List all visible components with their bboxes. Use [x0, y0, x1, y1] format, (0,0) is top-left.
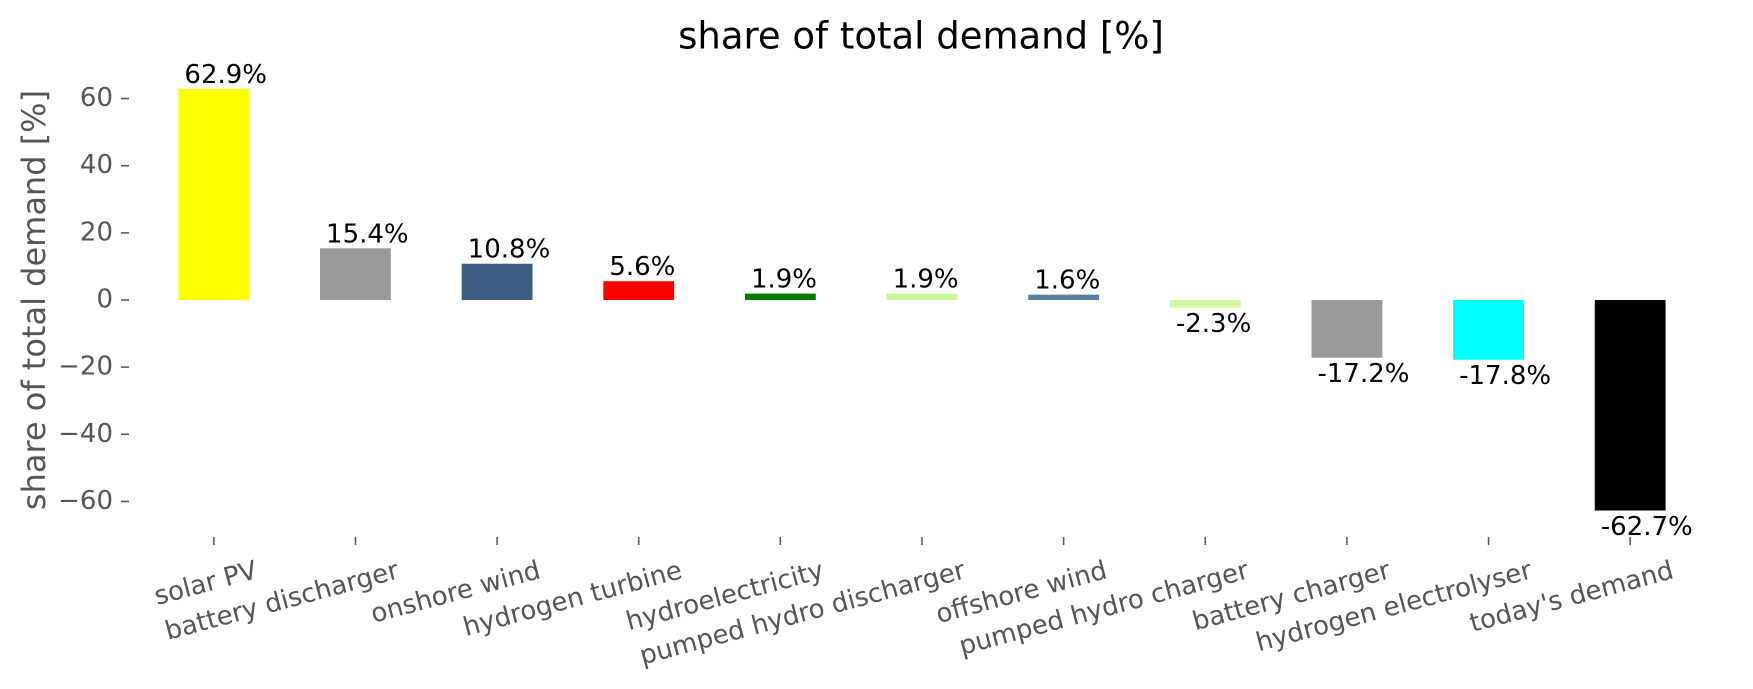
- y-tick-label: 40: [80, 150, 113, 180]
- y-tick-label: −40: [58, 419, 113, 449]
- bar: [1028, 294, 1100, 300]
- bar: [1169, 300, 1241, 308]
- bar: [603, 281, 675, 300]
- value-label: -2.3%: [1176, 309, 1251, 339]
- value-label: -17.2%: [1318, 359, 1410, 389]
- bar: [1594, 300, 1666, 511]
- value-label: 15.4%: [326, 219, 409, 249]
- value-label: -62.7%: [1601, 512, 1693, 542]
- bar: [178, 88, 250, 300]
- y-tick-label: 60: [80, 83, 113, 113]
- value-label: 5.6%: [609, 252, 675, 282]
- value-label: 1.6%: [1034, 266, 1100, 296]
- bar: [744, 293, 816, 300]
- value-label: 10.8%: [468, 235, 551, 265]
- bar: [1453, 300, 1524, 360]
- bar: [461, 263, 533, 300]
- bar: [320, 248, 391, 300]
- value-label: 62.9%: [184, 60, 267, 90]
- value-label: 1.9%: [893, 265, 959, 295]
- y-tick-label: −60: [58, 486, 113, 516]
- value-label: -17.8%: [1459, 361, 1551, 391]
- y-tick-label: 0: [96, 285, 113, 315]
- y-axis-label: share of total demand [%]: [15, 90, 53, 510]
- y-tick-label: −20: [58, 352, 113, 382]
- y-tick-label: 20: [80, 217, 113, 247]
- value-label: 1.9%: [751, 265, 817, 295]
- chart-title: share of total demand [%]: [678, 15, 1164, 58]
- bar: [1311, 300, 1383, 358]
- bar: [886, 293, 958, 300]
